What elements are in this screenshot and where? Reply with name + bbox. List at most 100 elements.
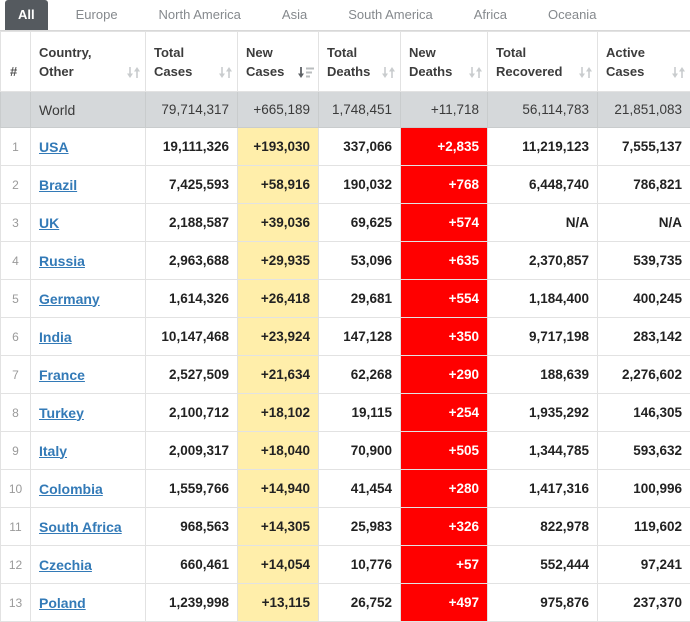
table-row: 9 Italy 2,009,317 +18,040 70,900 +505 1,344,78… [0,431,690,470]
column-label: Total [496,45,527,61]
tab-north-america[interactable]: North America [158,7,241,22]
rank-cell: 4 [0,241,31,280]
total-cases-cell: 968,563 [145,507,238,546]
table-row: 11 South Africa 968,563 +14,305 25,983 +326 82… [0,507,690,546]
new-cases-cell: +14,305 [237,507,319,546]
country-link[interactable]: Poland [39,594,86,611]
tab-africa[interactable]: Africa [473,7,507,22]
table-row: 5 Germany 1,614,326 +26,418 29,681 +554 1,184,… [0,279,690,318]
country-cell: Italy [30,431,146,470]
active-cases-cell: 21,851,083 [597,91,690,128]
total-cases-cell: 2,009,317 [145,431,238,470]
tab-asia[interactable]: Asia [281,7,308,22]
country-link[interactable]: France [39,366,85,383]
country-link[interactable]: UK [39,214,60,231]
country-link[interactable]: Russia [39,252,85,269]
column-header-active-cases[interactable]: Active Cases [597,31,690,92]
total-cases-cell: 19,111,326 [145,127,238,166]
new-cases-cell: +665,189 [237,91,319,128]
table-row: 3 UK 2,188,587 +39,036 69,625 +574 N/A N/A [0,203,690,242]
new-deaths-cell: +290 [400,355,488,394]
active-cases-cell: 100,996 [597,469,690,508]
country-link[interactable]: India [39,328,72,345]
rank-cell: 3 [0,203,31,242]
total-cases-cell: 1,239,998 [145,583,238,622]
rank-cell: 1 [0,127,31,166]
total-deaths-cell: 69,625 [318,203,401,242]
total-cases-cell: 2,963,688 [145,241,238,280]
country-link[interactable]: Colombia [39,480,103,497]
country-link[interactable]: Brazil [39,176,78,193]
new-deaths-cell: +768 [400,165,488,204]
column-label: Recovered [496,64,563,80]
new-cases-cell: +29,935 [237,241,319,280]
tab-oceania[interactable]: Oceania [548,7,597,22]
total-deaths-cell: 25,983 [318,507,401,546]
country-link[interactable]: Czechia [39,556,92,573]
rank-cell: 9 [0,431,31,470]
total-cases-cell: 2,100,712 [145,393,238,432]
column-label: Deaths [327,64,371,80]
tab-all[interactable]: All [5,0,48,30]
country-link[interactable]: Germany [39,290,100,307]
column-header-new-deaths[interactable]: New Deaths [400,31,488,92]
country-cell: Russia [30,241,146,280]
rank-cell: 7 [0,355,31,394]
country-cell: UK [30,203,146,242]
table-row: 1 USA 19,111,326 +193,030 337,066 +2,835 11,21… [0,127,690,166]
country-link[interactable]: Turkey [39,404,84,421]
total-recovered-cell: 1,344,785 [487,431,598,470]
total-deaths-cell: 70,900 [318,431,401,470]
total-deaths-cell: 62,268 [318,355,401,394]
new-cases-cell: +18,102 [237,393,319,432]
total-cases-cell: 660,461 [145,545,238,584]
new-deaths-cell: +574 [400,203,488,242]
new-cases-cell: +26,418 [237,279,319,318]
active-cases-cell: 539,735 [597,241,690,280]
active-cases-cell: 119,602 [597,507,690,546]
column-header-total-deaths[interactable]: Total Deaths [318,31,401,92]
total-recovered-cell: 1,935,292 [487,393,598,432]
total-recovered-cell: N/A [487,203,598,242]
total-deaths-cell: 19,115 [318,393,401,432]
country-cell: South Africa [30,507,146,546]
new-deaths-cell: +554 [400,279,488,318]
country-link[interactable]: USA [39,138,69,155]
country-link[interactable]: South Africa [39,518,122,535]
rank-cell: 10 [0,469,31,508]
new-deaths-cell: +57 [400,545,488,584]
total-recovered-cell: 6,448,740 [487,165,598,204]
header-row: # Country, Other Total Cases New Cases Total Dea… [0,31,690,92]
tab-europe[interactable]: Europe [75,7,118,22]
column-header-total-recovered[interactable]: Total Recovered [487,31,598,92]
total-recovered-cell: 1,184,400 [487,279,598,318]
country-link[interactable]: Italy [39,442,68,459]
new-deaths-cell: +635 [400,241,488,280]
region-tab-bar: All Europe North America Asia South America A… [0,0,690,31]
table-row: 8 Turkey 2,100,712 +18,102 19,115 +254 1,935,2… [0,393,690,432]
table-row: 13 Poland 1,239,998 +13,115 26,752 +497 975,87… [0,583,690,622]
active-cases-cell: 786,821 [597,165,690,204]
sort-both-icon [468,66,483,79]
new-deaths-cell: +497 [400,583,488,622]
column-label: New [409,45,436,61]
country-cell: Poland [30,583,146,622]
sort-both-icon [671,66,686,79]
rank-cell: 8 [0,393,31,432]
rank-cell: 11 [0,507,31,546]
column-header-rank: # [0,31,31,92]
new-cases-cell: +18,040 [237,431,319,470]
column-label: Cases [246,64,285,80]
table-row: 4 Russia 2,963,688 +29,935 53,096 +635 2,370,8… [0,241,690,280]
column-header-country[interactable]: Country, Other [30,31,146,92]
tab-south-america[interactable]: South America [348,7,433,22]
total-recovered-cell: 822,978 [487,507,598,546]
country-cell: Czechia [30,545,146,584]
active-cases-cell: 146,305 [597,393,690,432]
active-cases-cell: 593,632 [597,431,690,470]
total-deaths-cell: 53,096 [318,241,401,280]
column-header-new-cases[interactable]: New Cases [237,31,319,92]
total-deaths-cell: 147,128 [318,317,401,356]
column-header-total-cases[interactable]: Total Cases [145,31,238,92]
